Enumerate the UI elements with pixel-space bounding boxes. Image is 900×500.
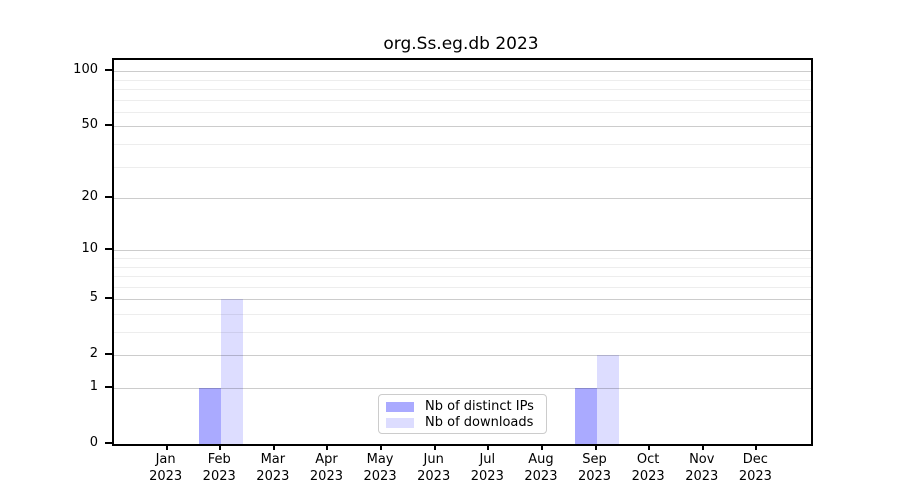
legend: Nb of distinct IPs Nb of downloads bbox=[378, 394, 547, 434]
y-tick-label: 2 bbox=[89, 346, 98, 362]
minor-gridline bbox=[114, 286, 811, 288]
legend-label: Nb of downloads bbox=[425, 415, 534, 430]
legend-item: Nb of downloads bbox=[386, 415, 546, 431]
minor-gridline bbox=[114, 266, 811, 268]
major-gridline bbox=[114, 355, 811, 357]
bar-downloads bbox=[596, 355, 619, 444]
x-tick-label: Apr 2023 bbox=[296, 451, 356, 485]
y-tick-mark bbox=[105, 353, 112, 356]
x-tick-label: Feb 2023 bbox=[189, 451, 249, 485]
x-tick-month: Jul bbox=[479, 452, 496, 467]
legend-swatch-distinct-ips bbox=[386, 402, 414, 412]
legend-label: Nb of distinct IPs bbox=[425, 399, 534, 414]
x-tick-label: Jun 2023 bbox=[404, 451, 464, 485]
major-gridline bbox=[114, 71, 811, 73]
x-tick-mark bbox=[701, 444, 704, 450]
y-tick-mark bbox=[105, 124, 112, 127]
minor-gridline bbox=[114, 257, 811, 259]
y-tick-label: 50 bbox=[81, 117, 98, 133]
bar-distinct-ips bbox=[199, 388, 222, 444]
y-tick-label: 20 bbox=[81, 189, 98, 205]
x-tick-label: May 2023 bbox=[350, 451, 410, 485]
x-tick-mark bbox=[487, 444, 490, 450]
y-tick-mark bbox=[105, 297, 112, 300]
y-tick-mark bbox=[105, 196, 112, 199]
y-tick-label: 0 bbox=[89, 435, 98, 450]
x-tick-mark bbox=[755, 444, 758, 450]
x-tick-mark bbox=[219, 444, 222, 450]
minor-gridline bbox=[114, 144, 811, 145]
minor-gridline bbox=[114, 79, 811, 81]
x-tick-label: Oct 2023 bbox=[618, 451, 678, 485]
x-tick-label: Jan 2023 bbox=[136, 451, 196, 485]
x-tick-mark bbox=[165, 444, 168, 450]
major-gridline bbox=[114, 299, 811, 301]
x-tick-year: 2023 bbox=[685, 469, 719, 484]
x-tick-month: Jan bbox=[155, 452, 176, 467]
x-tick-month: Aug bbox=[528, 452, 554, 467]
x-tick-year: 2023 bbox=[631, 469, 665, 484]
x-tick-label: Dec 2023 bbox=[725, 451, 785, 485]
legend-item: Nb of distinct IPs bbox=[386, 399, 546, 415]
minor-gridline bbox=[114, 313, 811, 315]
x-tick-month: Oct bbox=[636, 452, 660, 467]
x-tick-year: 2023 bbox=[738, 469, 772, 484]
x-tick-mark bbox=[648, 444, 651, 450]
major-gridline bbox=[114, 250, 811, 252]
x-tick-year: 2023 bbox=[470, 469, 504, 484]
major-gridline bbox=[114, 388, 811, 389]
x-tick-label: Nov 2023 bbox=[672, 451, 732, 485]
x-tick-mark bbox=[594, 444, 597, 450]
x-tick-year: 2023 bbox=[524, 469, 558, 484]
x-tick-label: Jul 2023 bbox=[457, 451, 517, 485]
y-tick-mark bbox=[105, 69, 112, 72]
minor-gridline bbox=[114, 276, 811, 278]
legend-swatch-downloads bbox=[386, 418, 414, 428]
major-gridline bbox=[114, 198, 811, 200]
minor-gridline bbox=[114, 89, 811, 90]
x-tick-mark bbox=[326, 444, 329, 450]
minor-gridline bbox=[114, 111, 811, 113]
y-tick-label: 1 bbox=[89, 379, 98, 394]
x-tick-year: 2023 bbox=[309, 469, 343, 484]
x-tick-mark bbox=[433, 444, 436, 450]
x-tick-month: Feb bbox=[207, 452, 231, 467]
y-tick-label: 5 bbox=[89, 290, 98, 306]
y-tick-mark bbox=[105, 386, 112, 388]
x-tick-month: Sep bbox=[582, 452, 607, 467]
minor-gridline bbox=[114, 99, 811, 101]
chart-title: org.Ss.eg.db 2023 bbox=[383, 34, 539, 54]
bar-distinct-ips bbox=[574, 388, 597, 444]
x-tick-month: Apr bbox=[315, 452, 338, 467]
x-tick-year: 2023 bbox=[577, 469, 612, 484]
x-tick-label: Mar 2023 bbox=[243, 451, 303, 485]
x-tick-month: Mar bbox=[260, 452, 286, 467]
minor-gridline bbox=[114, 166, 811, 168]
minor-gridline bbox=[114, 332, 811, 333]
x-tick-year: 2023 bbox=[256, 469, 290, 484]
y-tick-label: 100 bbox=[73, 62, 98, 78]
major-gridline bbox=[114, 126, 811, 128]
x-tick-month: Jun bbox=[423, 452, 444, 467]
x-tick-mark bbox=[272, 444, 275, 450]
plot-area: Nb of distinct IPs Nb of downloads bbox=[112, 58, 813, 446]
x-tick-year: 2023 bbox=[149, 469, 183, 484]
x-tick-label: Aug 2023 bbox=[511, 451, 571, 485]
x-tick-mark bbox=[380, 444, 383, 450]
x-tick-month: Dec bbox=[742, 452, 768, 467]
bar-downloads bbox=[221, 299, 244, 444]
x-tick-month: May bbox=[366, 452, 394, 467]
y-tick-mark bbox=[105, 442, 112, 444]
y-tick-label: 10 bbox=[81, 241, 98, 257]
x-tick-mark bbox=[540, 444, 543, 450]
x-tick-label: Sep 2023 bbox=[565, 451, 625, 485]
x-tick-year: 2023 bbox=[202, 469, 236, 484]
x-tick-year: 2023 bbox=[363, 469, 397, 484]
x-tick-month: Nov bbox=[689, 452, 715, 467]
y-tick-mark bbox=[105, 248, 112, 251]
x-tick-year: 2023 bbox=[417, 469, 451, 484]
